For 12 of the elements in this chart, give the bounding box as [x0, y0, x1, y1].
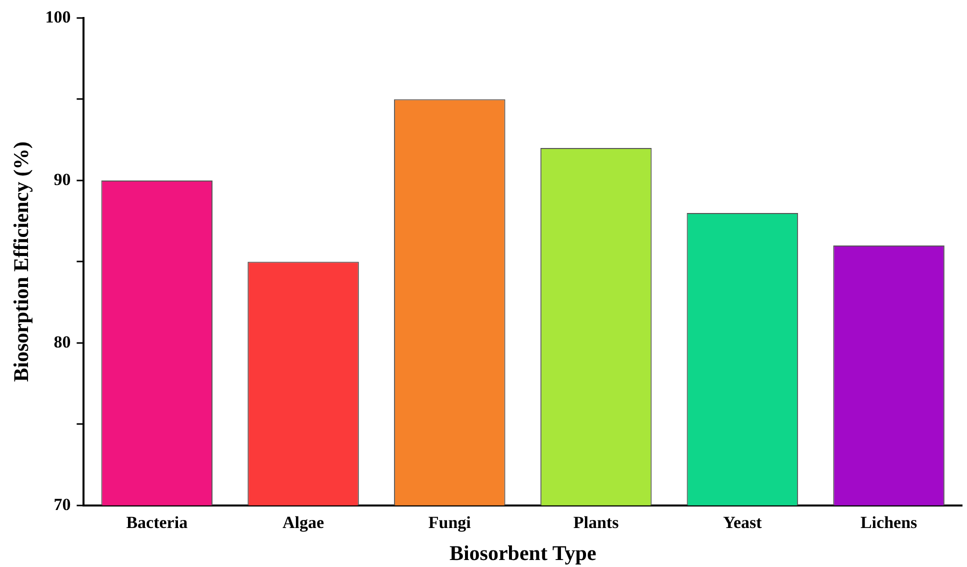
x-tick-label: Bacteria [126, 512, 188, 532]
x-tick-label: Algae [282, 512, 324, 532]
y-tick-label: 80 [54, 332, 71, 352]
x-tick-label: Yeast [723, 512, 762, 532]
y-tick-label: 90 [54, 170, 71, 189]
x-tick-label: Fungi [428, 512, 472, 532]
x-tick-label: Plants [573, 512, 620, 532]
y-axis-title: Biosorption Efficiency (%) [9, 142, 34, 382]
x-axis-title: Biosorbent Type [449, 540, 596, 565]
y-tick-label: 100 [45, 7, 71, 26]
y-tick-label: 70 [54, 494, 71, 514]
x-tick-label: Lichens [860, 512, 918, 532]
